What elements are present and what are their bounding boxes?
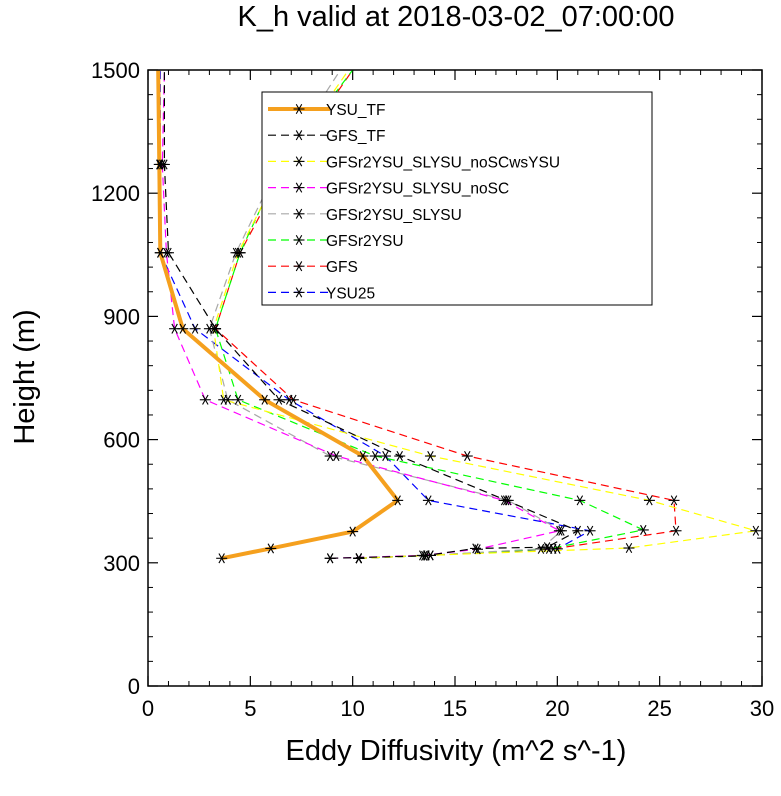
point-gfsr2ysu — [232, 394, 244, 405]
point-gfs-tf — [572, 525, 584, 536]
series-line-ysu-tf — [156, 70, 400, 561]
point-ysu25 — [189, 323, 201, 334]
x-tick-label: 5 — [244, 696, 256, 721]
point-ysu25 — [422, 495, 434, 506]
point-ysu-tf — [347, 526, 359, 537]
point-gfs-tf — [418, 550, 430, 561]
point-ysu-tf — [259, 394, 271, 405]
point-gfsr2ysu-slysu-nosc — [553, 525, 565, 536]
point-gfsr2ysu-slysu-nosc — [330, 450, 342, 462]
point-gfsr2ysu-slysu-noscwsysu — [424, 450, 436, 462]
y-tick-label: 300 — [103, 551, 140, 576]
legend-label-gfsr2ysu-slysu: GFSr2YSU_SLYSU — [326, 207, 462, 224]
y-tick-label: 1500 — [91, 58, 140, 83]
legend-marker-gfsr2ysu — [293, 234, 305, 246]
point-gfs-tf — [210, 323, 222, 334]
point-ysu-tf — [265, 543, 277, 554]
legend-marker-gfsr2ysu-slysu — [293, 208, 305, 219]
legend-label-ysu25: YSU25 — [326, 285, 375, 302]
legend-marker-gfs — [293, 261, 305, 272]
chart-title: K_h valid at 2018-03-02_07:00:00 — [238, 1, 675, 33]
point-gfsr2ysu-slysu-noscwsysu — [623, 542, 635, 554]
point-gfs-tf — [273, 394, 285, 405]
legend-marker-gfs-tf — [293, 130, 305, 141]
series-line-gfsr2ysu-slysu — [208, 70, 563, 559]
point-gfsr2ysu-slysu-noscwsysu — [218, 394, 230, 405]
legend-label-gfs-tf: GFS_TF — [326, 128, 385, 145]
point-ysu-tf — [216, 553, 228, 564]
point-gfs — [461, 450, 473, 462]
point-gfs-tf — [469, 543, 481, 554]
legend-box — [261, 91, 653, 306]
point-gfsr2ysu-slysu-nosc — [199, 394, 211, 405]
point-gfsr2ysu-slysu-noscwsysu — [643, 495, 655, 506]
point-ysu-tf — [154, 247, 166, 258]
point-gfs — [670, 525, 682, 536]
point-ysu-tf — [177, 323, 189, 334]
legend-marker-gfsr2ysu-slysu-noscwsysu — [293, 156, 305, 167]
legend-label-gfs: GFS — [326, 259, 358, 276]
x-axis-label: Eddy Diffusivity (m^2 s^-1) — [286, 735, 627, 767]
x-tick-label: 15 — [443, 696, 467, 721]
x-tick-label: 0 — [142, 696, 154, 721]
point-ysu-tf — [357, 450, 369, 462]
point-gfs — [287, 394, 299, 405]
point-ysu25 — [379, 450, 391, 462]
x-tick-label: 30 — [750, 696, 774, 721]
point-gfsr2ysu-slysu-noscwsysu — [353, 553, 365, 564]
legend-marker-ysu-tf — [293, 103, 305, 115]
point-gfs-tf — [324, 553, 336, 564]
point-gfsr2ysu-slysu-noscwsysu — [232, 247, 244, 258]
x-tick-label: 10 — [340, 696, 364, 721]
legend-label-ysu-tf: YSU_TF — [326, 102, 385, 119]
legend-label-gfsr2ysu: GFSr2YSU — [326, 233, 404, 250]
point-ysu-tf — [153, 159, 165, 170]
point-gfsr2ysu — [637, 524, 649, 535]
legend: YSU_TF GFS_TF GFSr2YSU_SLYSU_noSCwsYSU GFSr… — [261, 91, 653, 306]
y-tick-label: 900 — [103, 304, 140, 329]
legend-marker-gfsr2ysu-slysu-nosc — [293, 182, 305, 193]
y-tick-label: 0 — [128, 674, 140, 699]
point-gfs-tf — [394, 450, 406, 462]
point-gfsr2ysu — [369, 450, 381, 462]
legend-label-gfsr2ysu-slysu-noscwsysu: GFSr2YSU_SLYSU_noSCwsYSU — [326, 154, 560, 171]
series-markers — [153, 159, 762, 564]
point-ysu25 — [584, 525, 596, 536]
point-gfs — [668, 495, 680, 506]
y-tick-label: 1200 — [91, 181, 140, 206]
y-tick-label: 600 — [103, 428, 140, 453]
point-gfs-tf — [541, 542, 553, 553]
legend-label-gfsr2ysu-slysu-nosc: GFSr2YSU_SLYSU_noSC — [326, 181, 509, 198]
plot-frame — [147, 69, 763, 687]
series-line-gfs-tf — [163, 70, 579, 559]
point-gfsr2ysu-slysu-nosc — [472, 544, 484, 555]
point-gfs-tf — [500, 495, 512, 506]
y-axis-label: Height (m) — [9, 309, 41, 444]
point-ysu-tf — [392, 495, 404, 506]
legend-marker-ysu25 — [293, 287, 305, 298]
axis-ticks: 0 300 600 900 1200 1500 0 5 10 15 20 25 30 — [91, 58, 774, 721]
point-gfsr2ysu — [574, 495, 586, 506]
x-tick-label: 25 — [647, 696, 671, 721]
point-gfsr2ysu-slysu-noscwsysu — [750, 525, 762, 536]
point-gfsr2ysu-slysu — [535, 543, 547, 554]
x-tick-label: 20 — [545, 696, 569, 721]
